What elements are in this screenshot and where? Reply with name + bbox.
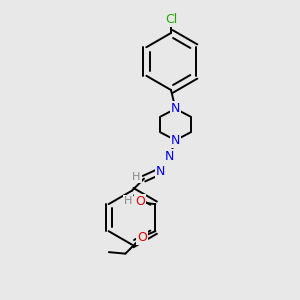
Text: N: N — [171, 102, 180, 115]
Text: O: O — [137, 231, 147, 244]
Text: O: O — [135, 195, 145, 208]
Text: H: H — [132, 172, 141, 182]
Text: H: H — [124, 196, 133, 206]
Text: N: N — [156, 165, 165, 178]
Text: N: N — [165, 150, 174, 163]
Text: Cl: Cl — [165, 13, 177, 26]
Text: N: N — [171, 134, 180, 147]
